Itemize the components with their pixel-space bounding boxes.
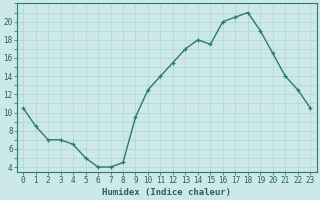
X-axis label: Humidex (Indice chaleur): Humidex (Indice chaleur) (102, 188, 231, 197)
